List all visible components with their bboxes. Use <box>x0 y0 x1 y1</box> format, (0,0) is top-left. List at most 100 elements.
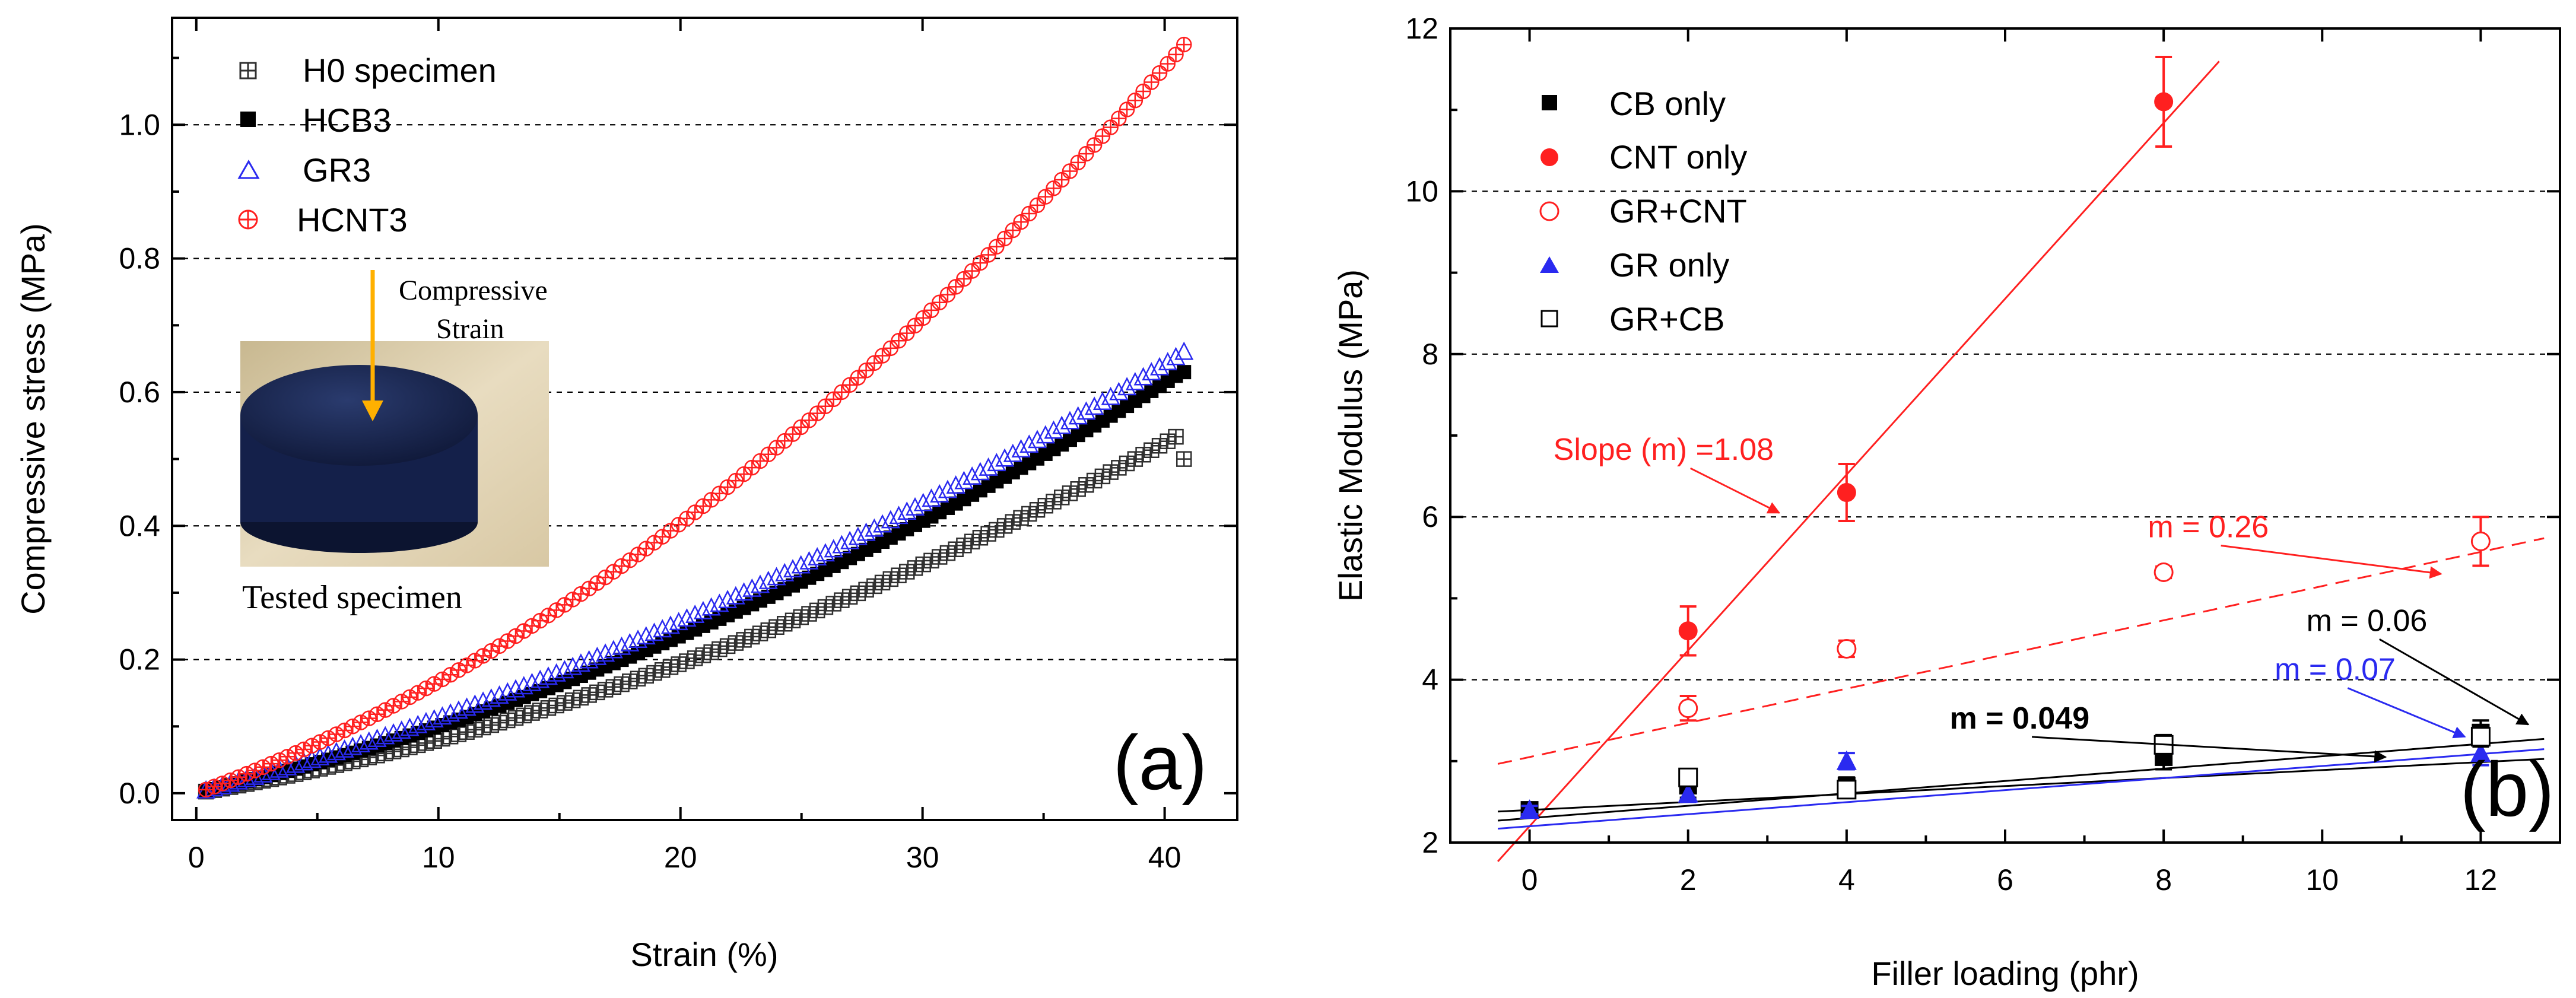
gr-cnt-point-2 <box>2153 562 2174 582</box>
h0-specimen-point-71 <box>777 616 793 632</box>
gr3-point-115 <box>1133 367 1153 386</box>
hcnt3-point-102 <box>1029 197 1046 214</box>
h0-specimen-point-117 <box>1151 438 1168 454</box>
hcnt3-point-13 <box>304 738 320 754</box>
gr3-point-68 <box>751 574 770 593</box>
legend-label-gr-cb: GR+CB <box>1609 300 1725 338</box>
hcnt3-point-14 <box>312 734 328 750</box>
h0-specimen-point-85 <box>891 567 907 583</box>
h0-specimen-point-41 <box>532 703 548 719</box>
gr3-point-29 <box>433 706 452 725</box>
hcnt3-point-30 <box>442 666 459 683</box>
hcnt3-point-109 <box>1086 137 1103 153</box>
gr3-point-62 <box>701 597 721 616</box>
hcnt3-point-94 <box>964 263 980 279</box>
gr3-point-80 <box>848 526 868 545</box>
gr3-point-107 <box>1068 406 1088 425</box>
hcnt3-point-17 <box>336 722 352 739</box>
h0-specimen-point-73 <box>793 609 809 625</box>
gr3-point-85 <box>889 506 909 525</box>
gr3-point-66 <box>734 582 754 601</box>
gr3-point-23 <box>383 723 404 742</box>
gr3-point-43 <box>547 663 566 682</box>
gr3-point-48 <box>587 646 607 665</box>
legend-label-gr-only: GR only <box>1609 246 1729 284</box>
hcnt3-point-12 <box>296 741 312 758</box>
b-xtick-label-2: 4 <box>1838 863 1855 897</box>
inset-arrow-label-2: Strain <box>436 313 504 345</box>
gr3-point-54 <box>636 626 656 645</box>
hcnt3-point-84 <box>882 340 899 357</box>
inset-caption: Tested specimen <box>242 579 462 616</box>
legend-hcnt3: HCNT3 <box>238 201 408 239</box>
gr-cnt-point-1 <box>1837 638 1857 659</box>
hcnt3-point-42 <box>540 608 557 624</box>
gr3-point-14 <box>310 746 330 765</box>
h0-specimen-point-55 <box>646 665 662 681</box>
h0-specimen-point-51 <box>614 676 630 692</box>
h0-specimen-point-95 <box>972 529 989 546</box>
hcnt3-point-79 <box>841 377 858 393</box>
h0-specimen-point-106 <box>1062 485 1078 501</box>
h0-specimen-point-108 <box>1078 476 1094 493</box>
b-ticks: 0 2 4 6 8 10 12 2 4 6 8 10 12 <box>1405 12 2561 897</box>
hcnt3-point-28 <box>426 676 442 692</box>
h0-specimen-point-35 <box>483 717 500 733</box>
gr3-point-100 <box>1011 439 1031 457</box>
gr-only-point-1 <box>1678 783 1698 803</box>
hcnt3-point-27 <box>418 680 434 697</box>
h0-specimen-point-88 <box>915 556 931 573</box>
panel-a: Compressive Strain Tested specimen 0 10 20… <box>14 17 1238 973</box>
inset-arrow-label-1: Compressive <box>399 275 548 306</box>
gr3-point-97 <box>987 453 1006 472</box>
h0-specimen-point-79 <box>841 589 858 605</box>
a-xtick-label-1: 10 <box>422 841 455 874</box>
gr3-point-96 <box>979 457 998 476</box>
h0-specimen-point-114 <box>1127 451 1144 467</box>
h0-specimen-point-78 <box>834 592 850 608</box>
gr3-point-21 <box>367 729 387 747</box>
gr3-point-116 <box>1142 362 1161 381</box>
gr3-point-30 <box>441 703 460 722</box>
hcnt3-point-15 <box>320 730 336 746</box>
gr3-point-81 <box>856 522 876 541</box>
annotation-4: m = 0.049 <box>1950 701 2090 736</box>
a-ytick-label-3: 0.6 <box>119 376 160 409</box>
h0-specimen-point-64 <box>719 638 736 654</box>
h0-specimen-point-70 <box>768 619 784 635</box>
hcnt3-point-87 <box>907 317 923 334</box>
h0-specimen-point-93 <box>956 538 972 554</box>
gr3-point-39 <box>514 676 533 695</box>
annotation-arrow-3 <box>2347 687 2466 739</box>
gr-cnt-point-3 <box>2470 531 2491 551</box>
hcnt3-point-112 <box>1111 110 1127 126</box>
h0-specimen-point-120 <box>1176 451 1192 467</box>
hcnt3-point-4 <box>230 769 247 785</box>
h0-specimen-point-90 <box>931 549 948 565</box>
gr-cb-point-1 <box>1837 780 1857 800</box>
legend-cb-only: CB only <box>1542 85 1726 122</box>
hcnt3-point-92 <box>948 279 964 295</box>
hcnt3-point-25 <box>402 689 418 705</box>
gr3-point-44 <box>555 660 574 679</box>
gr3-point-41 <box>531 669 550 688</box>
hcnt3-point-119 <box>1168 46 1184 63</box>
gr-only-point-4 <box>2470 742 2491 762</box>
h0-specimen-point-65 <box>728 635 744 651</box>
b-series-layer <box>1519 56 2491 819</box>
gr3-point-20 <box>359 731 379 750</box>
gr3-point-94 <box>963 466 982 485</box>
gr3-point-99 <box>1003 443 1022 462</box>
h0-specimen-point-69 <box>760 622 777 638</box>
h0-specimen-point-110 <box>1094 468 1111 485</box>
gr3-point-34 <box>474 691 493 710</box>
gr3-point-31 <box>449 700 468 719</box>
a-ytick-label-2: 0.4 <box>119 509 160 542</box>
a-xtick-label-2: 20 <box>664 841 697 874</box>
legend-gr-only: GR only <box>1540 246 1729 284</box>
h0-specimen-point-87 <box>907 560 923 576</box>
h0-specimen-point-118 <box>1160 433 1176 449</box>
gr3-point-46 <box>571 653 590 672</box>
gr3-point-78 <box>832 535 852 554</box>
